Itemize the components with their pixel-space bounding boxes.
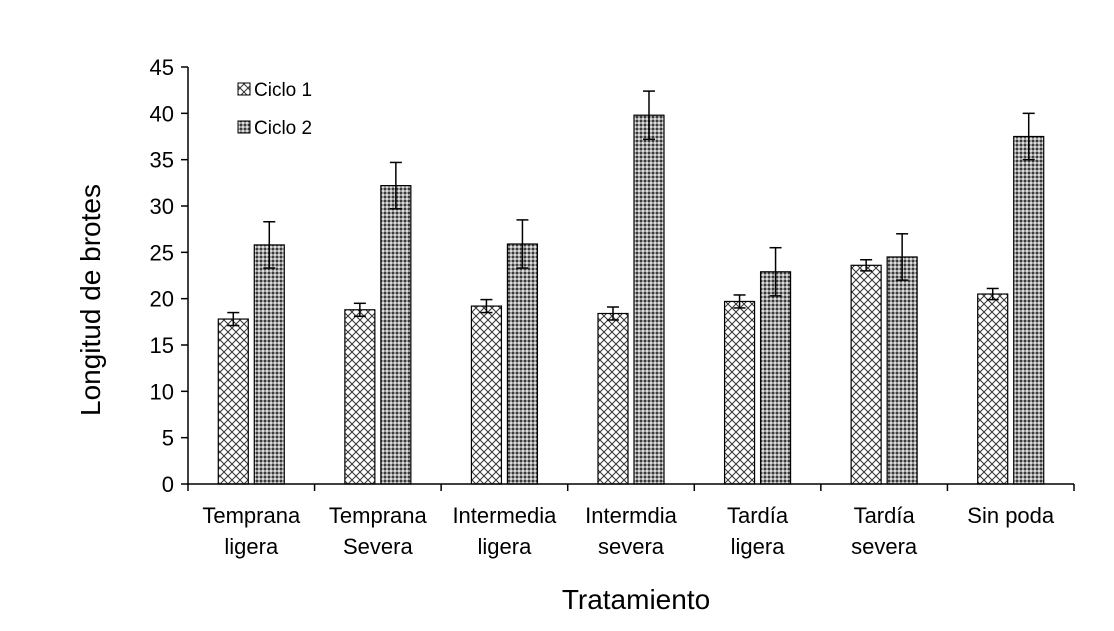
error-bar	[986, 287, 999, 301]
error-bar	[263, 221, 276, 269]
y-tick-label: 5	[162, 426, 174, 451]
category-label: Intermdia severa	[585, 503, 677, 559]
error-bar	[1022, 112, 1035, 161]
category-label: Tardía ligera	[727, 503, 789, 559]
y-tick-label: 45	[150, 55, 174, 80]
category-label: Sin poda	[967, 503, 1055, 528]
bar-ciclo-1	[723, 300, 756, 485]
bar-ciclo-2	[1013, 135, 1045, 485]
y-ticks: 0 5 10 15 20 25 30 35 40 45	[150, 55, 188, 497]
y-tick-label: 35	[150, 148, 174, 173]
error-bar	[389, 161, 402, 210]
legend-label-ciclo-2: Ciclo 2	[254, 118, 312, 139]
legend: Ciclo 1 Ciclo 2	[237, 80, 312, 139]
error-bar	[896, 233, 909, 281]
bar-ciclo-1	[977, 293, 1009, 485]
bar-ciclo-2	[633, 114, 665, 485]
y-tick-label: 20	[150, 287, 174, 312]
category-label: Temprana Severa	[329, 503, 428, 559]
category-label: Temprana ligera	[202, 503, 301, 559]
bar-ciclo-1	[470, 305, 503, 485]
bar-ciclo-1	[850, 264, 882, 485]
bar-ciclo-2	[759, 271, 792, 485]
y-tick-label: 25	[150, 240, 174, 265]
y-tick-label: 10	[150, 379, 174, 404]
legend-item-ciclo-2: Ciclo 2	[237, 118, 312, 139]
y-axis-title: Longitud de brotes	[75, 184, 106, 416]
category-label: Intermedia ligera	[452, 503, 557, 559]
axes	[187, 67, 1074, 485]
bar-ciclo-2	[253, 244, 285, 485]
bar-ciclo-2	[380, 185, 412, 485]
x-axis-title: Tratamiento	[562, 584, 710, 615]
legend-swatch-ciclo-2	[237, 120, 251, 134]
error-bar	[769, 246, 782, 297]
bar-ciclo-1	[597, 312, 629, 485]
error-bar	[733, 294, 746, 309]
error-bar	[860, 258, 873, 272]
y-tick-label: 15	[150, 333, 174, 358]
error-bar	[353, 302, 366, 318]
bars	[217, 114, 1045, 485]
error-bar	[607, 306, 619, 321]
category-labels: Temprana ligera Temprana Severa Intermedia li…	[202, 503, 1055, 559]
category-label: Tardía severa	[851, 503, 918, 559]
x-ticks	[187, 484, 1075, 491]
bar-ciclo-2	[886, 256, 918, 485]
bar-ciclo-1	[344, 309, 376, 485]
bar-ciclo-1	[217, 318, 249, 485]
error-bar	[643, 90, 655, 141]
legend-swatch-ciclo-1	[237, 82, 251, 96]
error-bars	[227, 90, 1035, 327]
bar-ciclo-2	[506, 243, 539, 485]
legend-item-ciclo-1: Ciclo 1	[237, 80, 312, 101]
error-bar	[516, 219, 529, 269]
y-tick-label: 0	[162, 472, 174, 497]
error-bar	[227, 311, 240, 327]
y-tick-label: 30	[150, 194, 174, 219]
error-bar	[480, 298, 493, 314]
y-tick-label: 40	[150, 101, 174, 126]
legend-label-ciclo-1: Ciclo 1	[254, 80, 312, 101]
